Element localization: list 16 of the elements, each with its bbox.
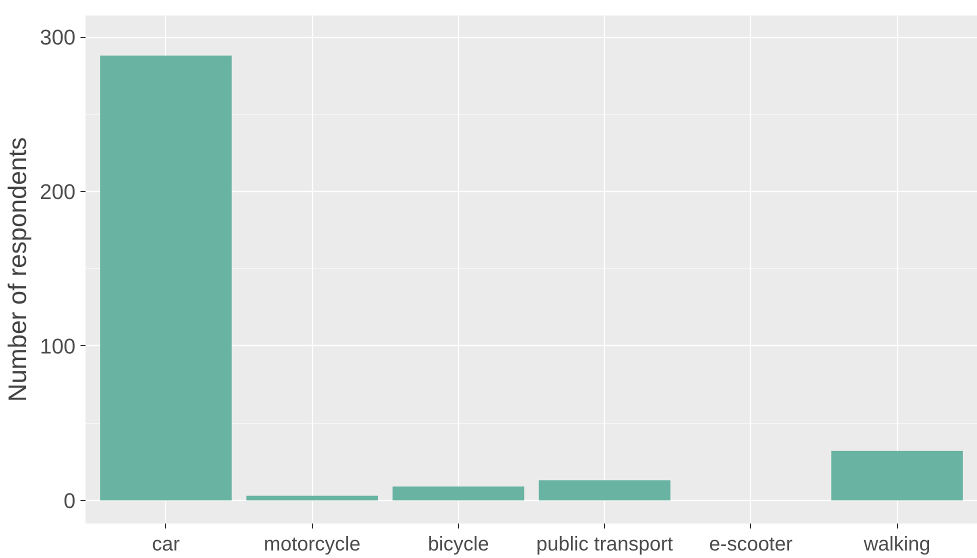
x-tick-label: bicycle [428,534,489,556]
x-tick-label: motorcycle [264,534,361,556]
y-tick-label: 300 [40,26,76,50]
x-tick-label: walking [862,534,930,556]
y-axis-title: Number of respondents [4,137,32,402]
bar [246,496,378,500]
x-tick-label: car [152,534,180,556]
y-tick-label: 100 [40,334,76,358]
bar [831,450,963,500]
bar [538,480,670,500]
x-tick-label: e-scooter [709,534,793,556]
bar [392,486,524,500]
y-tick-label: 200 [40,180,76,204]
bar [100,56,232,500]
x-tick-label: public transport [536,534,674,556]
y-tick-label: 0 [64,488,76,513]
